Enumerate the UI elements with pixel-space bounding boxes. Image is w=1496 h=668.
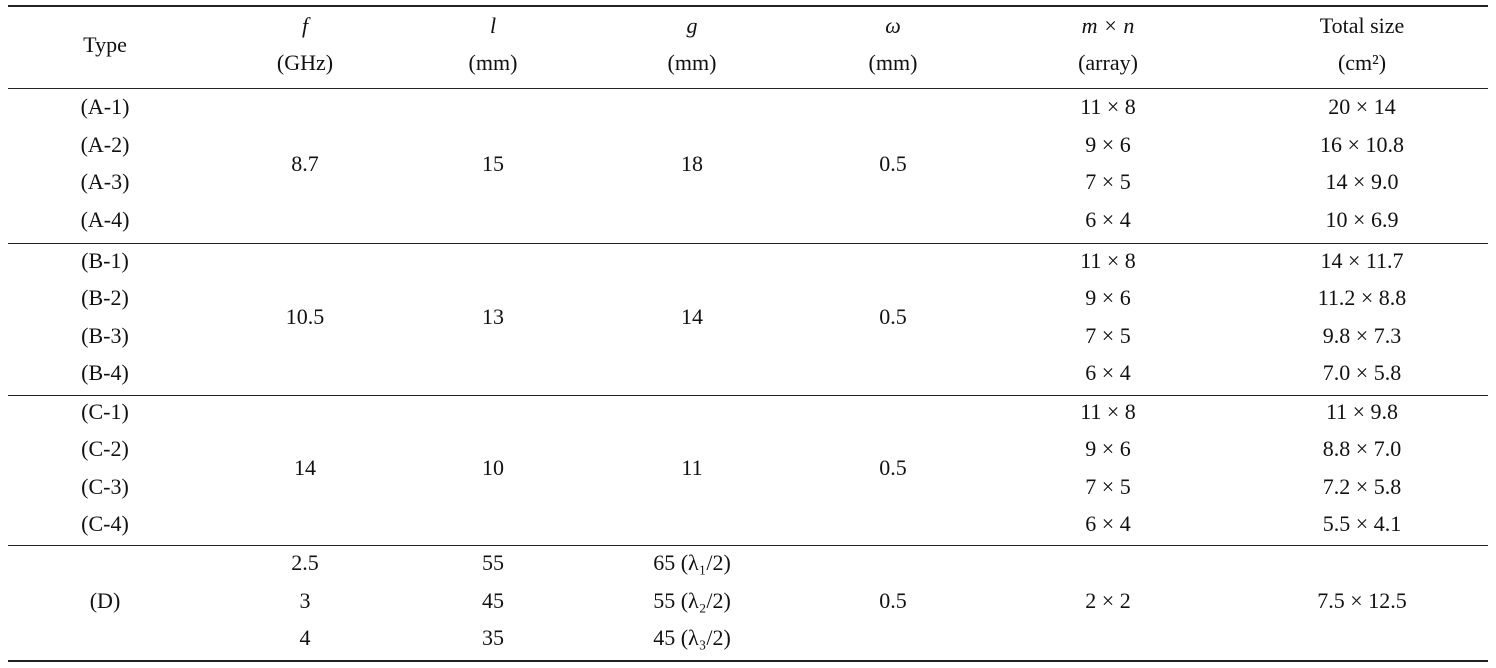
table-cell: 7 × 5 [1085,473,1131,499]
table-cell: 11 [681,455,703,480]
table-cell: 11 × 8 [1080,398,1136,424]
top-rule [8,5,1488,7]
table-cell: 45 [482,587,504,613]
table-cell: 13 [482,304,504,329]
table-cell: (C-1) [81,398,129,424]
header-cell: l [489,13,497,38]
table-cell: 6 × 4 [1085,206,1131,232]
group-rule [8,243,1488,244]
header-cell: (mm) [667,50,717,75]
header-cell: Total size [1319,13,1405,38]
header-cell: (mm) [868,50,918,75]
header-cell: ω [885,13,901,38]
table-cell: 9 × 6 [1085,285,1131,311]
table-cell: (B-3) [81,322,129,348]
table-cell: 0.5 [879,455,907,480]
table-cell: 0.5 [879,587,907,613]
table-cell: (A-4) [80,206,130,232]
table-cell: 8.8 × 7.0 [1322,436,1402,462]
table-cell: 9 × 6 [1085,131,1131,157]
table-cell: 2.5 [291,550,319,575]
header-cell: m × n [1081,13,1135,38]
table-cell: (C-4) [81,511,129,537]
table-cell: 20 × 14 [1328,94,1396,120]
table-cell: (A-3) [80,169,130,195]
table-cell: 7.5 × 12.5 [1317,587,1407,613]
table-cell: 8.7 [291,150,319,176]
table-cell: 6 × 4 [1085,360,1131,386]
header-rule [8,88,1488,89]
table-cell: 14 × 9.0 [1325,169,1399,195]
table-cell: 11 × 9.8 [1325,398,1399,424]
table-cell: 9 × 6 [1085,436,1131,462]
table-cell: 6 × 4 [1085,511,1131,537]
table-cell: 65 (λ₁/2) [653,550,731,575]
table-cell: 15 [482,150,504,176]
table-cell: 7.2 × 5.8 [1322,473,1402,499]
table-cell: (B-4) [81,360,129,386]
table-cell: (B-2) [81,285,129,311]
table-cell: 11.2 × 8.8 [1317,285,1407,311]
bottom-rule [8,660,1488,662]
table-cell: (B-1) [81,247,129,273]
table-cell: 2 × 2 [1085,587,1131,613]
table-cell: 16 × 10.8 [1320,131,1404,157]
header-cell: Type [83,32,127,57]
table-cell: 14 [681,304,703,329]
table-cell: 45 (λ₃/2) [653,625,731,650]
table-cell: (A-1) [80,94,130,120]
table-cell: 7.0 × 5.8 [1322,360,1402,386]
table-cell: 10.5 [285,304,325,329]
header-cell: g [686,13,698,38]
table-cell: 7 × 5 [1085,169,1131,195]
table-cell: (D) [89,587,121,613]
table-cell: 3 [299,587,311,613]
group-rule [8,395,1488,396]
table-cell: (C-2) [81,436,129,462]
header-cell: (cm²) [1337,50,1387,75]
table-cell: 35 [482,625,504,650]
table-cell: 7 × 5 [1085,322,1131,348]
header-cell: f [301,13,309,38]
table-cell: 5.5 × 4.1 [1322,511,1402,537]
table-cell: 9.8 × 7.3 [1322,322,1402,348]
table-cell: 10 × 6.9 [1325,206,1399,232]
table-cell: 11 × 8 [1080,94,1136,120]
table-cell: 55 [482,550,504,575]
table-cell: 11 × 8 [1080,247,1136,273]
group-rule [8,545,1488,546]
header-cell: (array) [1078,50,1138,75]
table-cell: 10 [482,455,504,480]
table-cell: 14 × 11.7 [1320,247,1404,273]
table-cell: 4 [299,625,311,650]
header-cell: (GHz) [276,50,334,75]
table-cell: 14 [294,455,316,480]
table-cell: (A-2) [80,131,130,157]
table-cell: 55 (λ₂/2) [653,587,731,613]
table-cell: 0.5 [879,304,907,329]
table-cell: 0.5 [879,150,907,176]
header-cell: (mm) [468,50,518,75]
table-cell: 18 [681,150,703,176]
table-cell: (C-3) [81,473,129,499]
